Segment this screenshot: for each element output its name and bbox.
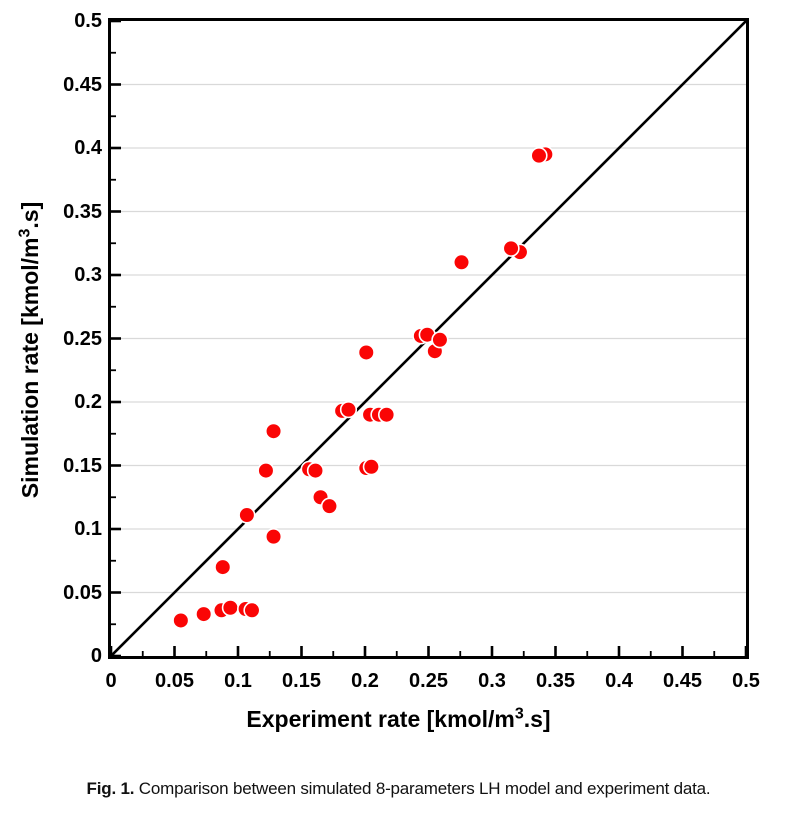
y-tick-label: 0.25 <box>63 327 102 350</box>
y-tick-label: 0.1 <box>74 518 102 540</box>
figure-caption-text: Comparison between simulated 8-parameter… <box>134 779 711 798</box>
figure-caption-label: Fig. 1. <box>86 779 135 798</box>
y-tick-label: 0.4 <box>74 137 102 159</box>
data-point <box>452 253 471 271</box>
x-tick-label: 0.3 <box>478 670 506 692</box>
x-tick-label: 0 <box>105 670 117 692</box>
data-point <box>264 422 283 440</box>
x-axis-title-text: Experiment rate [kmol/m <box>246 706 515 732</box>
data-point <box>221 599 239 617</box>
data-point <box>243 601 261 619</box>
y-tick-label: 0.05 <box>63 581 102 604</box>
y-tick-label: 0.5 <box>74 10 102 32</box>
data-point <box>357 343 375 362</box>
x-axis-title-superscript: 3 <box>514 705 524 723</box>
scatter-plot-canvas <box>111 21 746 656</box>
x-axis-title: Experiment rate [kmol/m3.s] <box>0 706 797 733</box>
data-point <box>320 497 339 515</box>
data-point <box>195 605 213 623</box>
x-tick-label: 0.35 <box>536 670 575 692</box>
figure-caption: Fig. 1. Comparison between simulated 8-p… <box>0 779 797 799</box>
data-point <box>377 406 396 424</box>
data-point <box>238 506 256 524</box>
data-point <box>339 401 358 419</box>
data-point <box>172 611 190 630</box>
y-tick-label: 0.45 <box>63 73 102 96</box>
data-point <box>530 147 548 165</box>
x-tick-label: 0.5 <box>732 670 760 692</box>
data-point <box>257 461 275 480</box>
x-tick-label: 0.25 <box>409 670 448 692</box>
x-tick-label: 0.15 <box>282 670 321 692</box>
data-point <box>214 558 232 576</box>
x-tick-label: 0.4 <box>605 670 633 692</box>
y-tick-label: 0.3 <box>74 264 102 286</box>
x-tick-label: 0.45 <box>663 670 702 692</box>
data-point <box>306 461 325 480</box>
x-tick-label: 0.1 <box>224 670 252 692</box>
x-tick-label: 0.2 <box>351 670 379 692</box>
x-axis-title-units: .s] <box>523 706 551 732</box>
plot-area <box>108 18 749 659</box>
y-tick-label: 0 <box>90 645 102 667</box>
data-point <box>431 331 449 349</box>
x-tick-label: 0.05 <box>155 670 194 692</box>
data-point <box>264 528 283 546</box>
y-axis-title-superscript: 3 <box>16 228 34 238</box>
data-point <box>362 458 380 476</box>
y-tick-label: 0.2 <box>74 391 102 413</box>
y-tick-label: 0.35 <box>63 200 102 223</box>
data-point <box>502 239 520 257</box>
y-tick-label: 0.15 <box>63 454 102 477</box>
